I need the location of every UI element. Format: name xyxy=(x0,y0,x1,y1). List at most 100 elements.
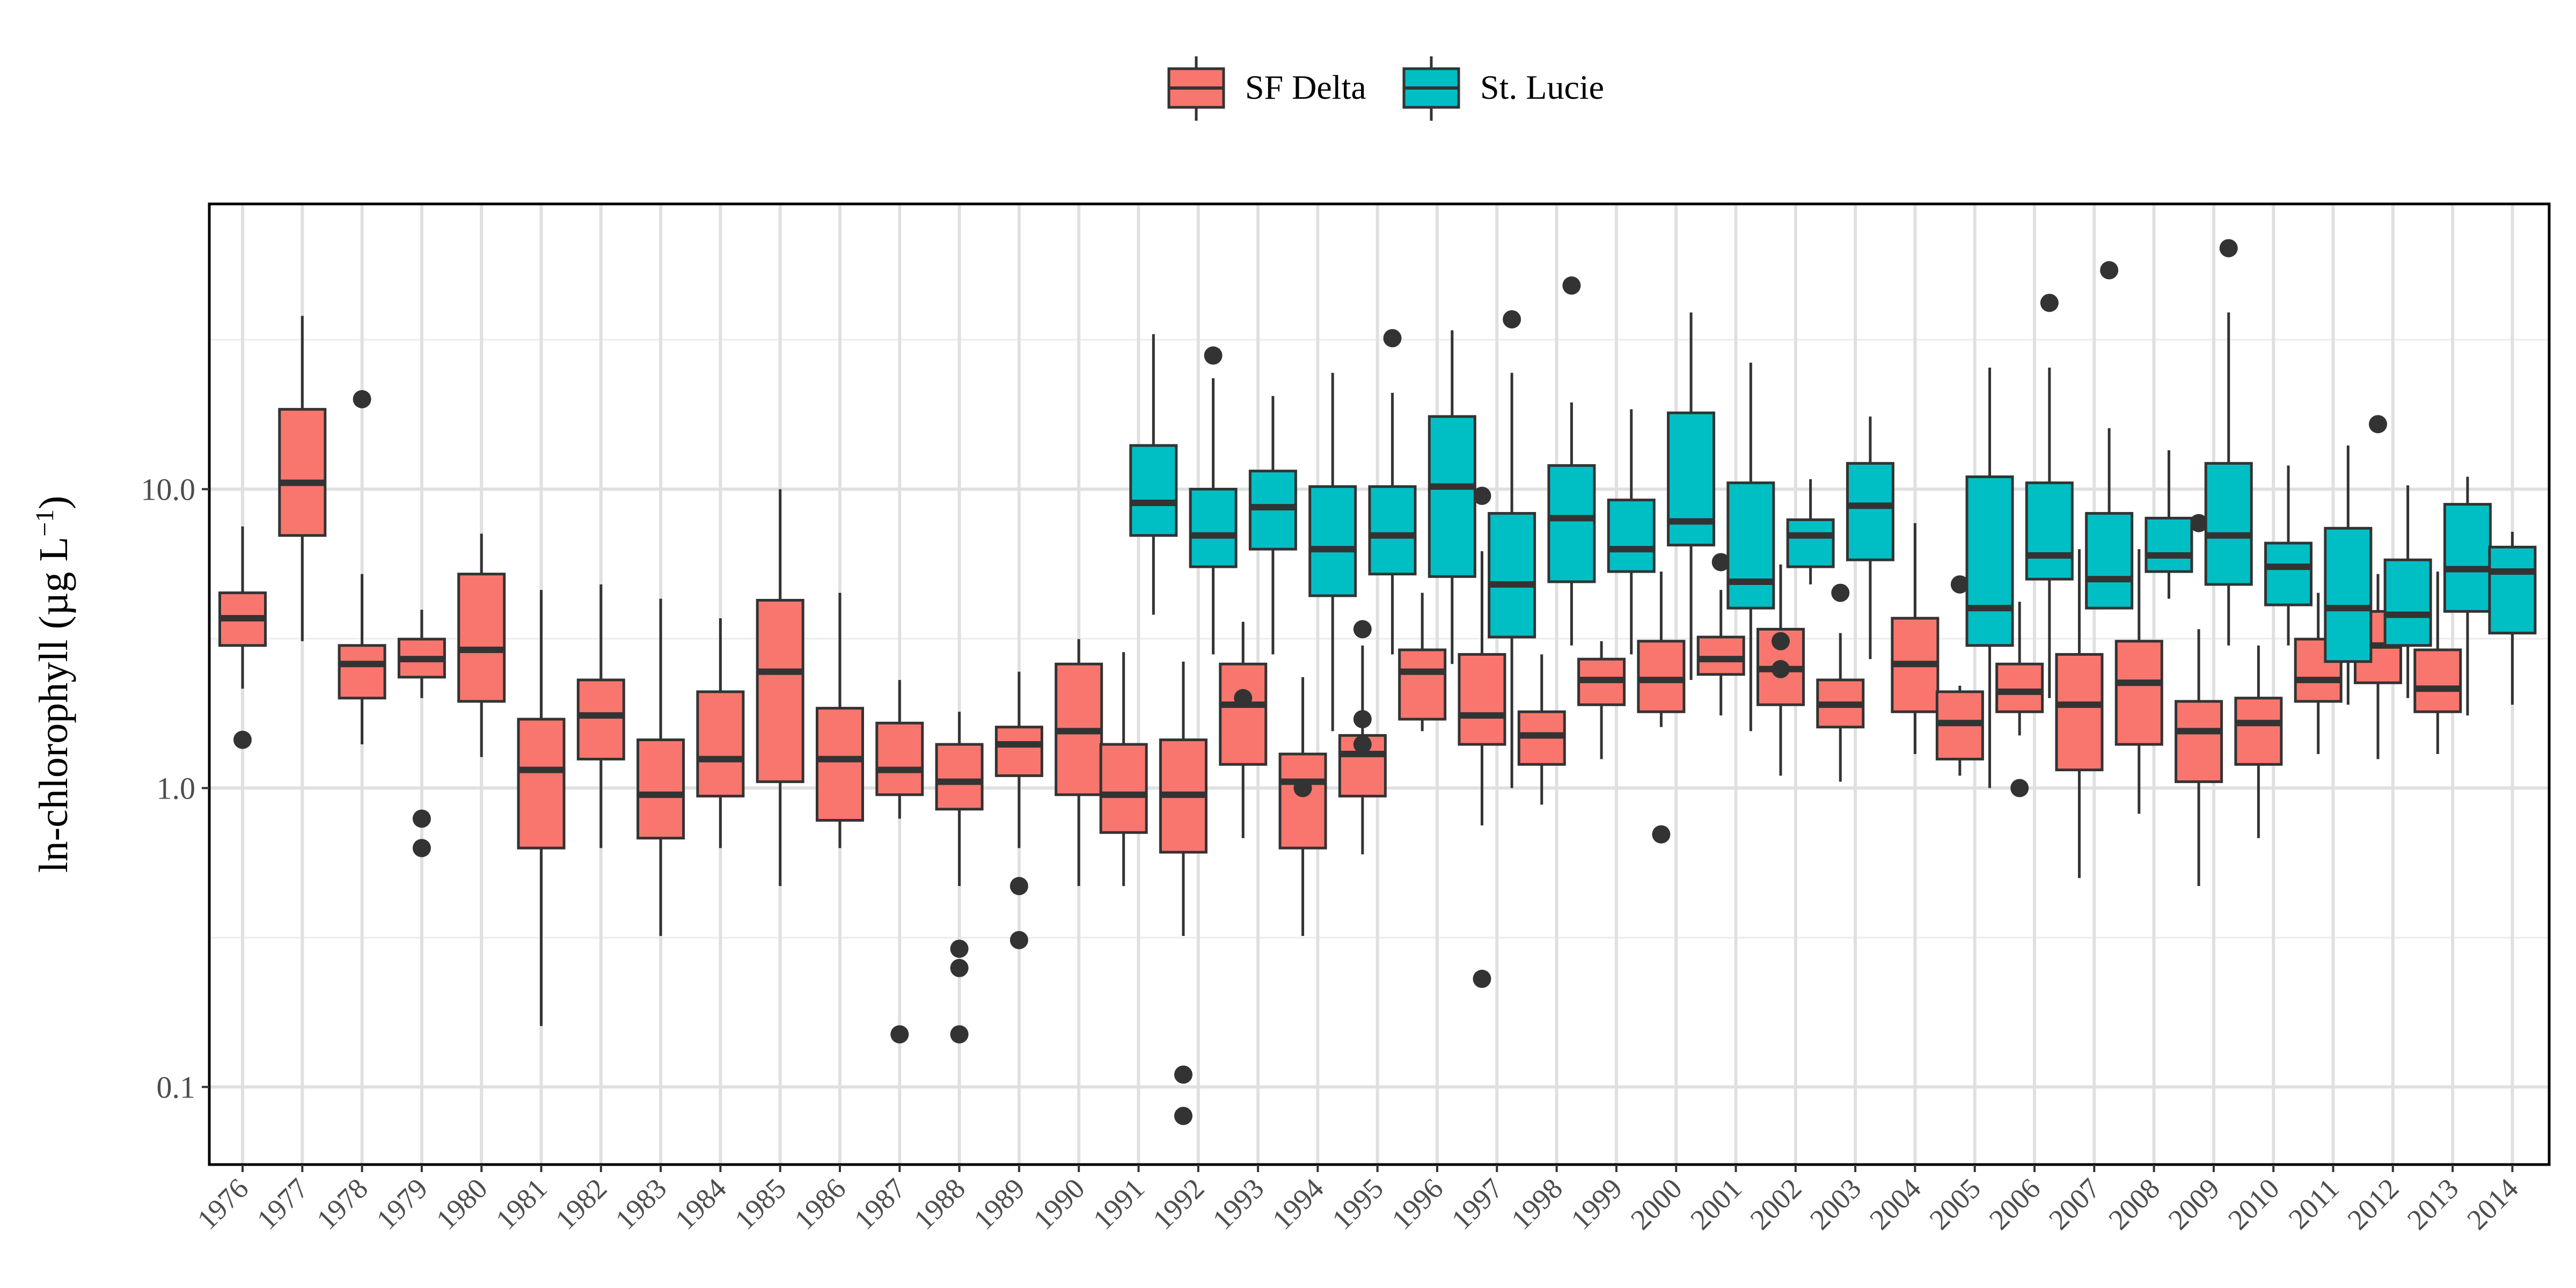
box-st-lucie1995 xyxy=(1368,329,1417,655)
outlier-point xyxy=(233,730,252,749)
y-tick-label: 1.0 xyxy=(157,771,196,806)
outlier-point xyxy=(1562,276,1581,295)
box-iqr xyxy=(636,738,685,840)
legend-item-st-lucie: St. Lucie xyxy=(1402,56,1604,121)
box-sf-delta2009 xyxy=(2175,514,2223,887)
outlier-point xyxy=(1353,620,1372,639)
legend-item-sf-delta: SF Delta xyxy=(1167,56,1366,121)
outlier-point xyxy=(1473,969,1491,988)
box-sf-delta2000 xyxy=(1637,572,1686,844)
outlier-point xyxy=(353,390,371,408)
box-iqr xyxy=(1308,485,1357,597)
box-iqr xyxy=(875,721,924,796)
box-sf-delta1983 xyxy=(636,598,685,936)
box-sf-delta1990 xyxy=(1055,639,1103,887)
box-sf-delta1978 xyxy=(338,390,386,745)
outlier-point xyxy=(950,1025,969,1044)
box-st-lucie2011 xyxy=(2324,445,2373,705)
box-iqr xyxy=(2055,653,2104,772)
box-iqr xyxy=(1368,485,1417,576)
box-iqr xyxy=(2264,541,2313,606)
legend-label-st-lucie: St. Lucie xyxy=(1480,68,1604,106)
y-axis-label-superscript: −1 xyxy=(31,509,59,537)
outlier-point xyxy=(2010,779,2029,797)
box-sf-delta1999 xyxy=(1577,641,1626,759)
box-iqr xyxy=(1846,462,1894,561)
outlier-point xyxy=(950,939,969,958)
outlier-point xyxy=(1383,329,1402,348)
box-iqr xyxy=(1398,648,1447,721)
box-sf-delta1979 xyxy=(397,610,446,858)
box-iqr xyxy=(2175,700,2223,784)
box-iqr xyxy=(2025,481,2074,581)
box-sf-delta2003 xyxy=(1816,583,1865,782)
box-sf-delta2006 xyxy=(1995,602,2044,797)
box-sf-delta1984 xyxy=(696,618,745,848)
box-st-lucie1994 xyxy=(1308,372,1357,731)
box-iqr xyxy=(278,408,327,537)
box-st-lucie1996 xyxy=(1428,330,1476,664)
outlier-point xyxy=(1503,310,1521,329)
box-iqr xyxy=(2234,697,2283,766)
box-sf-delta1989 xyxy=(994,671,1043,949)
outlier-point xyxy=(1950,575,1969,594)
box-iqr xyxy=(1219,662,1268,766)
box-iqr xyxy=(517,718,566,850)
outlier-point xyxy=(1711,553,1730,572)
y-tick-label: 0.1 xyxy=(157,1070,196,1104)
y-axis-label-main: ln-chlorophyll (µg L xyxy=(31,537,76,873)
outlier-point xyxy=(2219,239,2238,258)
box-st-lucie1993 xyxy=(1248,396,1297,655)
box-iqr xyxy=(457,573,506,703)
outlier-point xyxy=(1831,583,1850,602)
box-iqr xyxy=(1607,499,1656,573)
box-st-lucie1992 xyxy=(1189,346,1238,655)
box-iqr xyxy=(1189,487,1238,568)
box-sf-delta1985 xyxy=(756,489,804,887)
outlier-point xyxy=(412,839,431,858)
box-iqr xyxy=(994,726,1043,777)
box-st-lucie2000 xyxy=(1667,312,1716,680)
box-sf-delta1991 xyxy=(1099,652,1148,887)
outlier-point xyxy=(950,958,969,977)
box-sf-delta2010 xyxy=(2234,645,2283,838)
box-st-lucie2013 xyxy=(2443,477,2492,716)
box-iqr xyxy=(2085,512,2134,610)
box-iqr xyxy=(2204,462,2253,586)
outlier-point xyxy=(1009,931,1028,949)
box-iqr xyxy=(2488,545,2537,635)
box-st-lucie1997 xyxy=(1488,310,1536,788)
box-iqr xyxy=(2145,516,2193,573)
box-iqr xyxy=(1547,464,1596,583)
outlier-point xyxy=(1353,710,1372,729)
box-sf-delta1998 xyxy=(1517,654,1566,805)
box-st-lucie2012 xyxy=(2383,485,2432,698)
box-sf-delta2004 xyxy=(1891,523,1940,754)
outlier-point xyxy=(1652,825,1671,844)
box-sf-delta2008 xyxy=(2114,549,2163,814)
outlier-point xyxy=(1204,346,1223,365)
outlier-point xyxy=(1771,632,1790,650)
outlier-point xyxy=(412,809,431,828)
box-iqr xyxy=(1965,475,2014,647)
outlier-point xyxy=(1174,1107,1192,1125)
box-iqr xyxy=(816,707,864,822)
box-sf-delta1992 xyxy=(1159,661,1208,1125)
y-axis-label-close: ) xyxy=(31,496,76,509)
box-sf-delta2005 xyxy=(1935,575,1984,776)
box-st-lucie2009 xyxy=(2204,239,2253,646)
box-iqr xyxy=(1786,518,1835,568)
outlier-point xyxy=(1353,735,1372,754)
box-iqr xyxy=(1458,653,1506,746)
box-sf-delta2001 xyxy=(1696,553,1745,716)
box-iqr xyxy=(2383,558,2432,647)
box-sf-delta2007 xyxy=(2055,549,2104,879)
box-sf-delta1993 xyxy=(1219,621,1268,838)
box-st-lucie2007 xyxy=(2085,261,2134,610)
box-sf-delta1981 xyxy=(517,590,566,1026)
box-iqr xyxy=(1099,743,1148,834)
boxes xyxy=(218,239,2537,1125)
legend: SF Delta St. Lucie xyxy=(1167,56,1604,121)
box-st-lucie1999 xyxy=(1607,409,1656,655)
